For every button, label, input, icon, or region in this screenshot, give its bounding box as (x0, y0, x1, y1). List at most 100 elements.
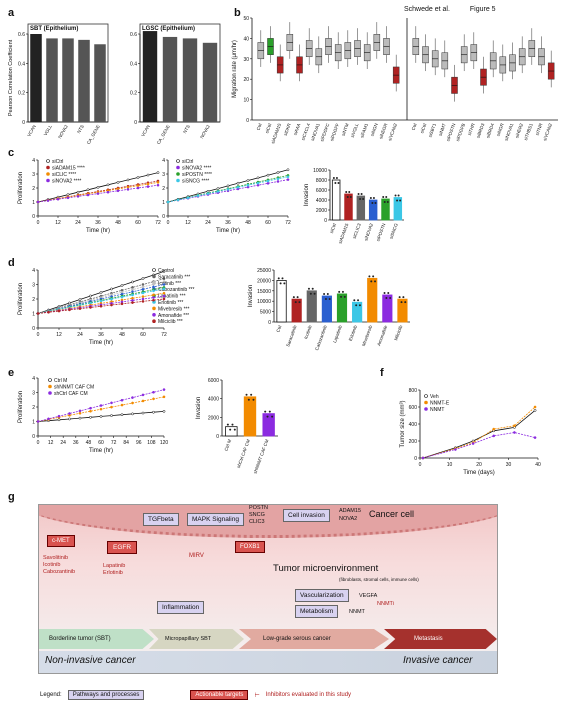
d1-point (131, 301, 134, 304)
f-ylabel: Tumor size (mm³) (400, 400, 406, 447)
c2-legend-label: siSNCG **** (182, 179, 209, 185)
c1-legend-marker (46, 165, 50, 170)
d2-dot (294, 301, 297, 304)
c2-point (186, 196, 190, 200)
figure-number: Figure 5 (469, 6, 496, 13)
e2-dot (271, 415, 274, 418)
panel-letter-d: d (8, 257, 15, 269)
c2-ytick-label: 1 (162, 200, 165, 206)
d2-dot (370, 280, 373, 283)
d1-point (162, 283, 166, 286)
nnmti-inhibitor: NNMTi (377, 601, 394, 607)
b-cat-label: siVCAN2 (542, 122, 553, 141)
c1-ytick-label: 2 (32, 186, 35, 192)
c3-dot (372, 197, 375, 199)
e1-xtick-label: 36 (73, 440, 79, 446)
d1-point (99, 304, 103, 308)
a2-cat-label: NTS (182, 124, 191, 134)
d1-legend-label: Milciclib *** (158, 319, 183, 325)
d1-legend-label: Icotinib *** (158, 281, 181, 287)
f-xtick-label: 20 (476, 462, 482, 468)
f-point (513, 431, 516, 434)
e2-dot (266, 415, 269, 418)
sncg-label: SNCG (249, 512, 265, 518)
e2-bar (262, 413, 275, 437)
f-legend-marker (424, 407, 428, 411)
vegfa-label: VEGFA (359, 593, 378, 599)
c2-legend-marker (176, 159, 180, 163)
non-invasive-label: Non-invasive cancer (45, 655, 136, 666)
e1-point (131, 401, 134, 405)
c2-point (216, 187, 220, 190)
c1-legend-label: siCLIC **** (52, 172, 76, 178)
e2-dot (231, 423, 234, 426)
d2-cat-label: Erlotinib (348, 324, 358, 341)
panel-letter-f: f (380, 367, 384, 379)
f-xtick-label: 10 (447, 462, 453, 468)
c2-point (236, 181, 240, 185)
c2-point (266, 179, 270, 183)
b-ytick-label: 30 (243, 57, 249, 63)
c3-chart: 0 2000 4000 6000 8000 10000 Invasion siCtrl siAD… (304, 168, 404, 244)
c2-point (166, 200, 170, 204)
d2-dot (387, 291, 390, 294)
d2-dot (374, 280, 377, 283)
inhibitor-erlotinib: Erlotinib (103, 570, 123, 576)
f-point (492, 434, 496, 438)
inhibitor-savolitinib: Savolitinib (43, 555, 69, 561)
d1-point (131, 288, 134, 291)
tgfbeta-box: TGFbeta (143, 513, 179, 526)
d1-legend-label: Amonafide *** (158, 313, 189, 319)
c1-point (56, 197, 60, 201)
e2-cat-label: Ctrl M (223, 438, 232, 451)
inhibitors-mid: Lapatinib Erlotinib (103, 563, 125, 577)
e2-ytick-label: 0 (216, 434, 219, 440)
d1-legend-marker (152, 319, 156, 324)
d2-dot (372, 275, 375, 278)
d1-xtick-label: 36 (98, 332, 104, 338)
c3-dot (360, 193, 363, 195)
c2-point (206, 192, 210, 195)
c3-dot (334, 182, 337, 184)
e1-point (99, 407, 103, 411)
d2-dot (311, 287, 314, 290)
e1-ytick-label: 4 (32, 376, 35, 382)
f-xlabel: Time (days) (463, 470, 494, 476)
invasive-label: Invasive cancer (403, 655, 473, 666)
b-cat-label: siNOVA1 (310, 122, 321, 141)
b-ytick-label: 10 (243, 98, 249, 104)
a2-cat-label: CA_GENE (156, 124, 171, 145)
d1-point (47, 310, 50, 314)
d2-dot (355, 304, 358, 307)
c2-point (176, 198, 180, 202)
c2-point (246, 183, 250, 187)
a1-bar (46, 38, 58, 122)
d2-dot (357, 299, 360, 302)
d1-point (120, 302, 124, 306)
b-cat-label: siNGR (496, 122, 505, 137)
d2-dot (281, 277, 284, 280)
e1-point (47, 417, 50, 421)
d2-cat-label: Milciclib (393, 324, 403, 341)
d1-point (162, 287, 166, 291)
cell-invasion-box: Cell invasion (283, 509, 330, 522)
c1-point (146, 185, 150, 188)
b-cat-label: siHER2 (514, 122, 524, 139)
e1-point (131, 396, 134, 399)
e1-point (162, 410, 166, 413)
e2-dot (250, 393, 253, 396)
c1-legend-label: siADAM15 **** (52, 166, 85, 172)
c3-dot (369, 197, 372, 199)
d1-point (141, 300, 145, 303)
d2-dot (343, 295, 346, 298)
metabolism-box: Metabolism (295, 605, 339, 618)
f-ytick-label: 600 (409, 405, 418, 411)
mapk-box: MAPK Signaling (187, 513, 244, 526)
header-citation: Schwede et al. Figure 5 (404, 6, 496, 13)
f-point (471, 442, 475, 445)
d2-dot (326, 293, 329, 295)
e1-point (78, 411, 82, 415)
c1-point (106, 190, 110, 194)
a1-ytick-label: 0.4 (18, 61, 25, 67)
